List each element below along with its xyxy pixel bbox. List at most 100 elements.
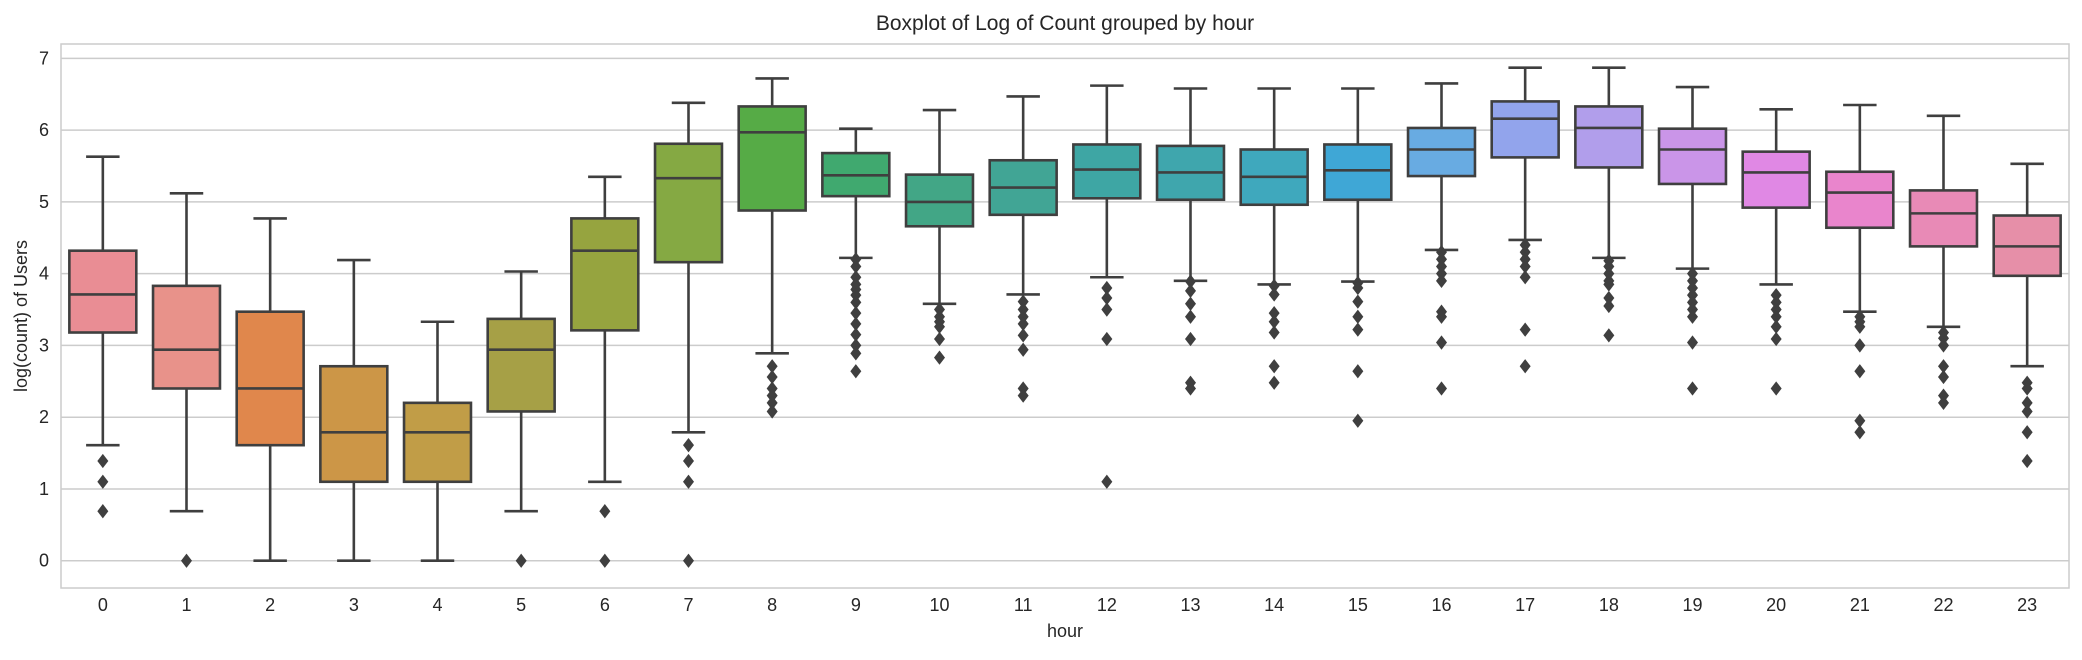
outlier-point — [1603, 290, 1615, 306]
outlier-point — [2021, 453, 2033, 469]
outlier-point — [1770, 295, 1782, 310]
iqr-box — [1825, 170, 1895, 230]
outlier-point — [1185, 296, 1196, 311]
outlier-point — [766, 381, 778, 396]
outlier-point — [1687, 335, 1698, 350]
box-hour-3 — [319, 258, 389, 563]
outlier-point — [1436, 244, 1447, 260]
y-tick-label: 5 — [39, 192, 49, 212]
outlier-point — [1352, 364, 1364, 379]
outlier-point — [850, 259, 862, 274]
iqr-box — [1574, 105, 1644, 169]
x-tick-label: 19 — [1682, 595, 1702, 615]
outlier-point — [1268, 287, 1280, 302]
x-tick-label: 17 — [1515, 595, 1535, 615]
y-tick-label: 0 — [39, 551, 49, 571]
x-tick-label: 4 — [432, 595, 442, 615]
outlier-point — [1017, 302, 1029, 317]
outlier-point — [1101, 331, 1113, 347]
outlier-point — [2021, 381, 2033, 396]
iqr-box — [570, 217, 640, 332]
outlier-point — [934, 319, 945, 334]
outlier-point — [1938, 395, 1949, 410]
outlier-point — [1185, 381, 1196, 396]
outlier-point — [1603, 259, 1615, 274]
outlier-point — [683, 474, 694, 489]
x-tick-label: 11 — [1014, 595, 1033, 615]
outlier-point — [683, 438, 694, 453]
outlier-point — [1017, 328, 1029, 343]
outlier-point — [1185, 283, 1196, 299]
outlier-point — [1603, 277, 1615, 292]
iqr-box — [1657, 127, 1728, 186]
outlier-point — [1101, 280, 1113, 296]
outlier-point — [1436, 266, 1447, 281]
outlier-point — [1101, 474, 1113, 489]
x-tick-label: 0 — [98, 595, 108, 615]
outlier-point — [850, 252, 862, 267]
outlier-point — [850, 316, 862, 332]
outlier-point — [766, 359, 778, 374]
outlier-point — [1268, 314, 1280, 329]
iqr-box — [737, 105, 807, 212]
outlier-point — [2021, 404, 2033, 419]
outlier-point — [1770, 302, 1782, 317]
iqr-box — [68, 249, 138, 334]
y-tick-labels: 0 1 2 3 4 5 6 7 — [39, 48, 49, 570]
outlier-point — [1352, 322, 1364, 337]
box-hour-16 — [1406, 82, 1477, 396]
outlier-point — [766, 404, 778, 419]
x-tick-label: 6 — [600, 595, 610, 615]
box-hour-21 — [1825, 103, 1895, 440]
outlier-point — [515, 553, 527, 568]
outlier-point — [1268, 325, 1280, 340]
outlier-point — [1603, 266, 1615, 281]
outlier-point — [1017, 342, 1029, 357]
outlier-point — [766, 395, 778, 410]
box-hour-13 — [1155, 87, 1226, 396]
y-tick-label: 6 — [39, 120, 49, 140]
outlier-point — [1938, 359, 1949, 374]
outlier-point — [1687, 295, 1698, 310]
outlier-point — [1017, 388, 1029, 403]
gridlines — [61, 57, 2069, 562]
outlier-point — [766, 388, 778, 403]
x-tick-label: 2 — [265, 595, 275, 615]
outlier-point — [1519, 259, 1531, 274]
x-tick-label: 18 — [1599, 595, 1619, 615]
outlier-point — [1017, 316, 1029, 332]
iqr-box — [1741, 150, 1811, 209]
box-hour-17 — [1490, 66, 1560, 374]
outlier-point — [1687, 280, 1698, 296]
outlier-point — [683, 553, 694, 568]
boxes-layer — [68, 66, 2062, 568]
x-tick-label: 7 — [683, 595, 693, 615]
outlier-point — [1436, 259, 1447, 274]
outlier-point — [850, 338, 862, 353]
x-tick-label: 3 — [349, 595, 359, 615]
plot-frame — [60, 43, 2070, 589]
box-hour-9 — [821, 127, 891, 379]
outlier-point — [1185, 309, 1196, 324]
x-tick-label: 14 — [1264, 595, 1284, 615]
outlier-point — [1352, 413, 1364, 428]
x-tick-label: 1 — [181, 595, 191, 615]
outlier-point — [1436, 335, 1447, 350]
iqr-box — [1323, 143, 1393, 202]
outlier-point — [1017, 309, 1029, 324]
outlier-point — [1101, 302, 1113, 317]
outlier-point — [1352, 280, 1364, 296]
outlier-point — [181, 553, 192, 568]
outlier-point — [1017, 294, 1029, 309]
box-hour-18 — [1574, 66, 1644, 343]
box-hour-11 — [988, 95, 1058, 403]
iqr-box — [1406, 126, 1477, 178]
x-tick-label: 22 — [1933, 595, 1953, 615]
outlier-point — [850, 327, 862, 342]
iqr-box — [1908, 189, 1979, 248]
box-hour-10 — [904, 108, 975, 365]
outlier-point — [1687, 302, 1698, 317]
outlier-point — [850, 295, 862, 310]
outlier-point — [97, 474, 109, 489]
